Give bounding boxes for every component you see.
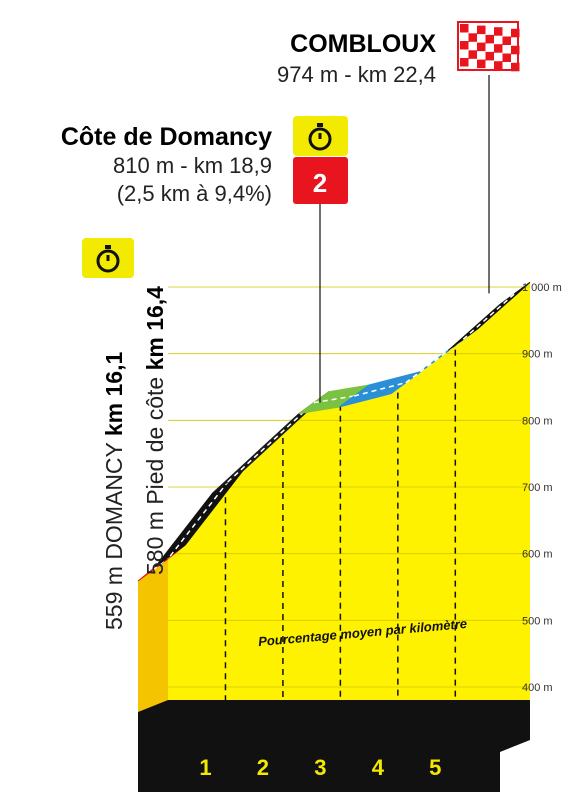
flag-check bbox=[494, 27, 503, 36]
y-tick-label: 600 m bbox=[522, 549, 553, 561]
flag-check bbox=[494, 61, 503, 70]
profile-area bbox=[168, 282, 530, 700]
flag-check bbox=[460, 58, 469, 67]
grade-label: 7,5 bbox=[190, 702, 221, 727]
flag-check bbox=[485, 34, 494, 44]
grade-label: 11 bbox=[246, 702, 269, 727]
flag-check bbox=[468, 50, 477, 59]
profile-segment-center-dash bbox=[313, 395, 355, 404]
flag-check bbox=[511, 62, 520, 72]
profile-segment bbox=[447, 281, 531, 351]
category-number: 2 bbox=[313, 168, 327, 198]
grade-label: 10 bbox=[300, 702, 324, 727]
domancy-prefix: 559 m DOMANCY bbox=[101, 436, 127, 630]
stopwatch-icon-domancy bbox=[82, 238, 134, 278]
flag-check bbox=[485, 51, 494, 61]
domancy-km: km 16,1 bbox=[101, 352, 127, 437]
grade-label: 5,6 bbox=[410, 702, 441, 727]
flag-check bbox=[460, 24, 469, 33]
category-badge bbox=[293, 157, 348, 204]
flag-check bbox=[502, 53, 511, 62]
flag-check bbox=[494, 44, 503, 53]
profile-segment-center-dash bbox=[227, 402, 315, 483]
pied-prefix: 580 m Pied de côte bbox=[142, 370, 168, 575]
profile-segment-center-dash bbox=[405, 338, 464, 384]
y-tick-label: 700 m bbox=[522, 482, 553, 494]
domancy-label: 559 m DOMANCY km 16,1 bbox=[101, 352, 127, 630]
profile-segment-center-dash bbox=[169, 481, 229, 557]
flag-check bbox=[477, 59, 486, 69]
y-tick-label: 1 000 m bbox=[522, 282, 562, 294]
climb-detail-1: 810 m - km 18,9 bbox=[113, 153, 272, 178]
finish-detail: 974 m - km 22,4 bbox=[277, 62, 436, 87]
km-tick-label: 3 bbox=[314, 755, 326, 780]
flag-check bbox=[477, 25, 486, 35]
y-tick-label: 800 m bbox=[522, 415, 553, 427]
profile-base bbox=[138, 700, 530, 752]
flag-check bbox=[511, 45, 520, 55]
climb-detail-2: (2,5 km à 9,4%) bbox=[117, 181, 272, 206]
km-tick-label: 4 bbox=[372, 755, 385, 780]
grade-label: 5,9 bbox=[463, 702, 494, 727]
finish-flag-icon bbox=[457, 21, 520, 72]
km-tick-label: 1 bbox=[199, 755, 211, 780]
profile-base-front bbox=[138, 712, 500, 792]
pied-label: 580 m Pied de côte km 16,4 bbox=[142, 286, 168, 575]
y-tick-label: 500 m bbox=[522, 615, 553, 627]
climb-name: Côte de Domancy bbox=[61, 123, 272, 151]
pied-km: km 16,4 bbox=[142, 286, 168, 371]
profile-side-face bbox=[138, 559, 168, 712]
y-tick-label: 400 m bbox=[522, 682, 553, 694]
flag-check bbox=[502, 36, 511, 45]
grade-label: 1,6 bbox=[353, 702, 384, 727]
flag-check bbox=[460, 41, 469, 50]
flag-check bbox=[511, 28, 520, 38]
km-tick-label: 2 bbox=[257, 755, 269, 780]
profile-segment-center-dash bbox=[462, 292, 516, 340]
flag-check bbox=[477, 42, 486, 52]
stopwatch-icon bbox=[293, 116, 348, 156]
y-tick-label: 900 m bbox=[522, 349, 553, 361]
km-tick-label: 5 bbox=[429, 755, 441, 780]
flag-check bbox=[468, 33, 477, 42]
finish-name: COMBLOUX bbox=[290, 30, 436, 58]
